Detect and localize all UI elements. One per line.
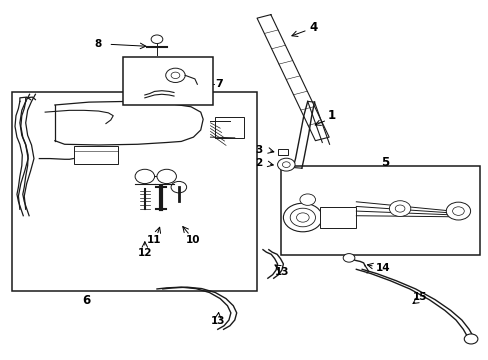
Bar — [277, 149, 287, 155]
Circle shape — [446, 202, 469, 220]
Text: 1: 1 — [327, 109, 335, 122]
Circle shape — [277, 158, 294, 171]
Text: 13: 13 — [210, 316, 224, 326]
Bar — [12, 93, 256, 291]
Text: 8: 8 — [94, 39, 101, 49]
Text: 15: 15 — [412, 292, 427, 302]
Text: 6: 6 — [82, 294, 90, 307]
Text: 3: 3 — [255, 145, 262, 155]
Circle shape — [452, 207, 463, 215]
Circle shape — [165, 68, 185, 82]
Text: 13: 13 — [275, 267, 289, 277]
Bar — [281, 166, 479, 255]
Circle shape — [283, 203, 322, 232]
Circle shape — [343, 253, 354, 262]
Text: 11: 11 — [147, 235, 162, 245]
Text: 4: 4 — [309, 21, 318, 33]
Circle shape — [135, 169, 154, 184]
Circle shape — [388, 201, 410, 216]
Bar — [74, 146, 118, 164]
Circle shape — [171, 181, 186, 193]
Circle shape — [296, 213, 308, 222]
Text: 2: 2 — [255, 158, 262, 168]
Text: 9: 9 — [123, 70, 130, 80]
Text: 10: 10 — [186, 235, 200, 245]
Text: 14: 14 — [375, 262, 389, 273]
Bar — [122, 57, 212, 105]
Circle shape — [282, 162, 289, 167]
Circle shape — [289, 208, 315, 227]
Circle shape — [151, 35, 163, 44]
Circle shape — [463, 334, 477, 344]
Text: 5: 5 — [381, 156, 389, 169]
Circle shape — [394, 205, 404, 212]
Circle shape — [299, 194, 315, 205]
Text: 7: 7 — [215, 79, 223, 89]
Bar — [319, 207, 356, 228]
Text: 12: 12 — [137, 248, 152, 258]
Circle shape — [157, 169, 176, 184]
Bar — [215, 117, 244, 138]
Circle shape — [171, 72, 180, 78]
